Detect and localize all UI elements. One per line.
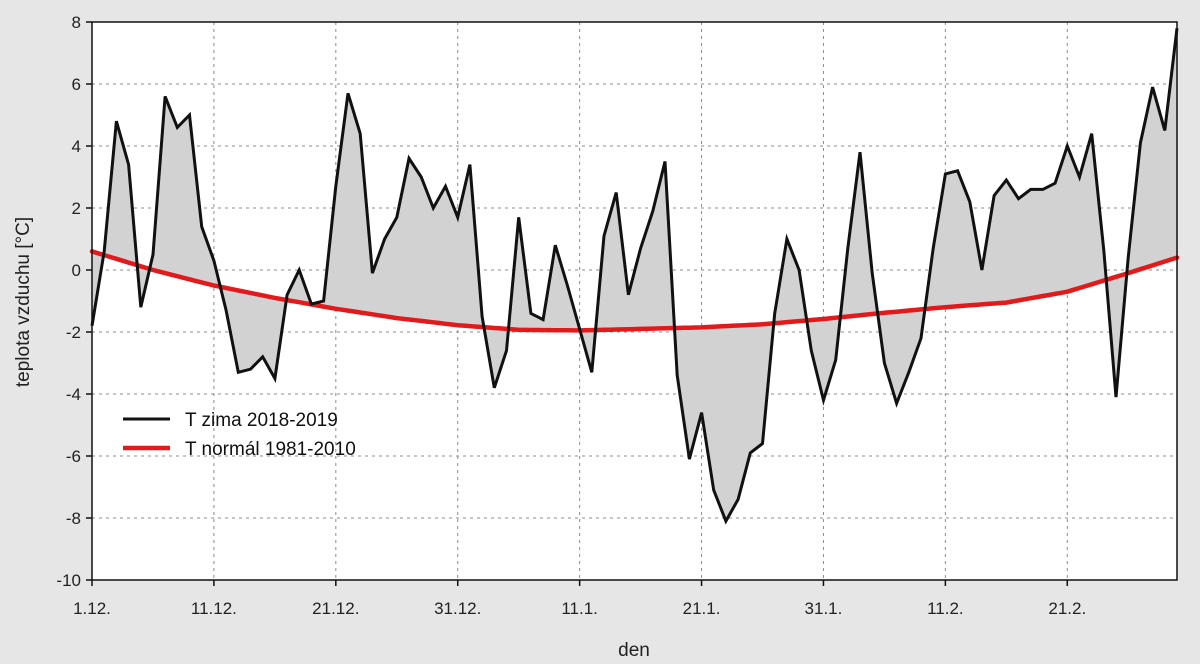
x-tick-label: 21.1. bbox=[683, 599, 721, 618]
legend-label-normal: T normál 1981-2010 bbox=[185, 439, 356, 460]
x-tick-label: 11.12. bbox=[191, 599, 237, 618]
y-tick-label: -8 bbox=[66, 509, 81, 528]
legend-label-actual: T zima 2018-2019 bbox=[185, 410, 338, 431]
y-tick-label: -4 bbox=[66, 385, 81, 404]
y-tick-label: 8 bbox=[72, 13, 81, 32]
y-tick-label: 0 bbox=[72, 261, 81, 280]
plot-frame bbox=[91, 21, 1178, 581]
normal-temperature-line bbox=[89, 249, 1180, 333]
y-tick-label: -6 bbox=[66, 447, 81, 466]
x-axis-title: den bbox=[618, 640, 650, 661]
grid-lines bbox=[92, 22, 1177, 580]
x-tick-label: 21.2. bbox=[1048, 599, 1086, 618]
legend: T zima 2018-2019 T normál 1981-2010 bbox=[123, 410, 356, 460]
y-tick-label: 2 bbox=[72, 199, 81, 218]
x-tick-label: 11.1. bbox=[561, 599, 598, 618]
x-tick-label: 31.12. bbox=[434, 599, 481, 618]
y-tick-label: 6 bbox=[72, 75, 81, 94]
x-tick-label: 21.12. bbox=[312, 599, 359, 618]
x-tick-label: 1.12. bbox=[73, 599, 111, 618]
x-tick-label: 11.2. bbox=[927, 599, 964, 618]
y-axis: -10 -8 -6 -4 -2 0 2 4 6 8 bbox=[56, 13, 92, 590]
x-tick-label: 31.1. bbox=[805, 599, 843, 618]
y-tick-label: -10 bbox=[56, 571, 81, 590]
winter-temperature-line bbox=[90, 28, 1179, 525]
y-tick-label: -2 bbox=[66, 323, 81, 342]
y-axis-title: teplota vzduchu [°C] bbox=[13, 217, 34, 387]
x-axis: 1.12. 11.12. 21.12. 31.12. 11.1. 21.1. 31.1. 11… bbox=[73, 580, 1086, 618]
y-tick-label: 4 bbox=[72, 137, 81, 156]
